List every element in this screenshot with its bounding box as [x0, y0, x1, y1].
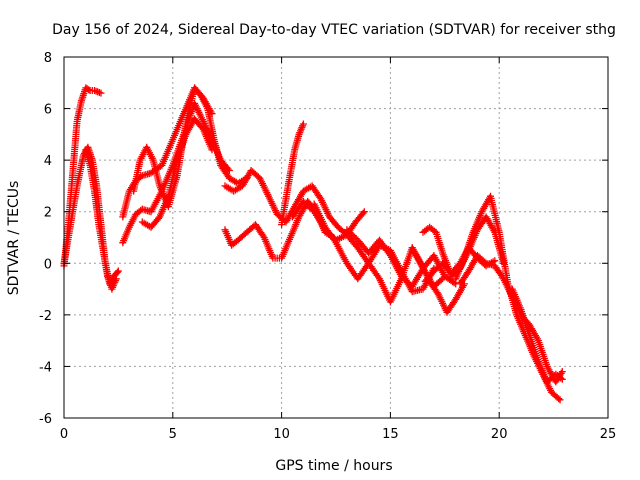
y-tick-label: 8 — [44, 51, 52, 66]
series-markers — [508, 285, 566, 386]
series-markers — [278, 120, 307, 229]
series-markers — [82, 146, 120, 293]
y-tick-label: -6 — [39, 412, 52, 427]
x-tick-label: 20 — [491, 427, 508, 442]
x-tick-label: 0 — [60, 427, 68, 442]
axis-ticks — [63, 56, 609, 419]
x-tick-label: 25 — [600, 427, 617, 442]
series-track-13 — [343, 226, 460, 290]
chart-title: Day 156 of 2024, Sidereal Day-to-day VTE… — [52, 22, 616, 38]
y-tick-label: 0 — [44, 257, 52, 272]
y-tick-label: 6 — [44, 103, 52, 118]
series-markers — [343, 226, 460, 290]
plot-frame — [63, 56, 609, 419]
x-tick-label: 5 — [169, 427, 177, 442]
y-tick-label: 4 — [44, 154, 52, 169]
x-tick-label: 15 — [382, 427, 399, 442]
series-markers — [138, 115, 216, 231]
x-tick-label: 10 — [273, 427, 290, 442]
series-track-7 — [138, 115, 216, 231]
series-track-10 — [278, 120, 307, 229]
grid — [64, 57, 608, 418]
series-track-3 — [82, 146, 120, 293]
y-tick-label: -2 — [39, 309, 52, 324]
y-tick-label: 2 — [44, 206, 52, 221]
x-axis-title: GPS time / hours — [275, 458, 392, 474]
y-tick-label: -4 — [39, 360, 52, 375]
tick-labels: 0 5 10 15 20 25 -6 -4 -2 0 2 4 6 8 — [39, 51, 616, 442]
series-track-19 — [508, 285, 566, 386]
y-axis-title: SDTVAR / TECUs — [6, 181, 22, 296]
